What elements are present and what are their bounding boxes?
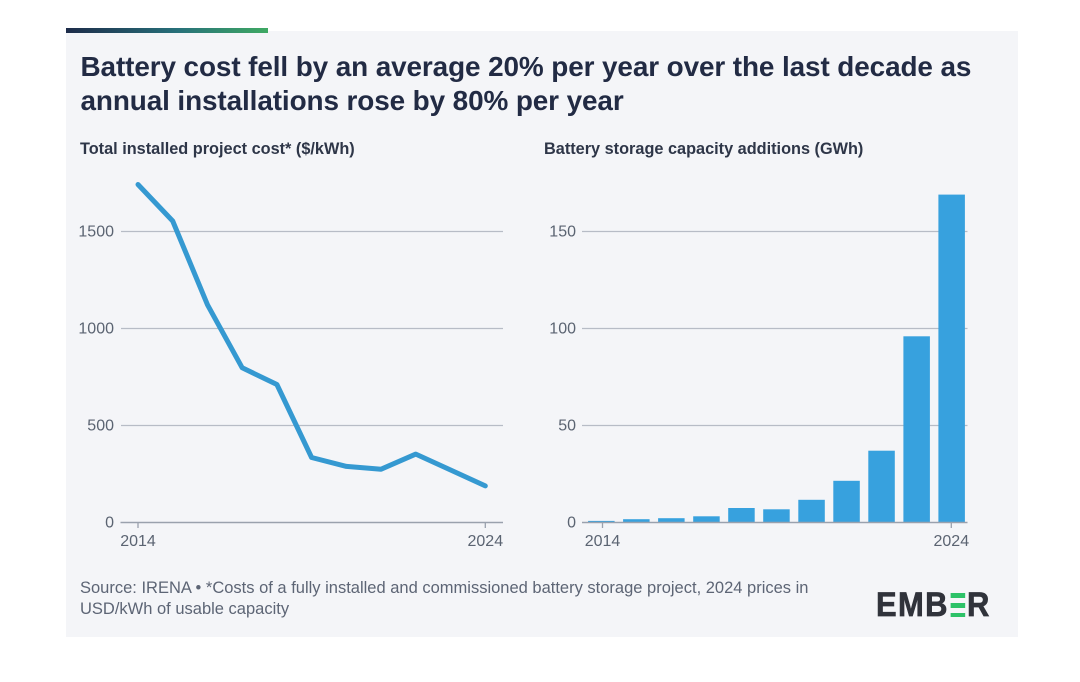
svg-text:2014: 2014 — [120, 533, 156, 550]
svg-text:150: 150 — [549, 224, 576, 241]
svg-text:0: 0 — [567, 515, 576, 532]
svg-text:500: 500 — [87, 418, 114, 435]
svg-text:0: 0 — [105, 515, 114, 532]
svg-text:1500: 1500 — [78, 224, 114, 241]
svg-text:2024: 2024 — [934, 533, 970, 550]
svg-text:1000: 1000 — [78, 321, 114, 338]
svg-text:2014: 2014 — [585, 533, 621, 550]
svg-text:50: 50 — [558, 418, 576, 435]
svg-text:2024: 2024 — [468, 533, 504, 550]
svg-text:100: 100 — [549, 321, 576, 338]
